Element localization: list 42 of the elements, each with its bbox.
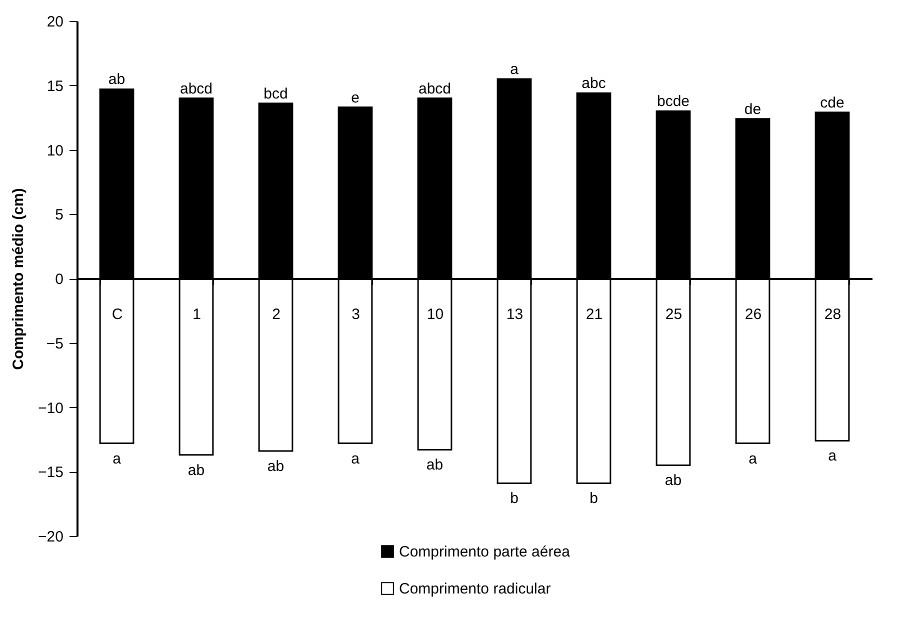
data-label: a <box>351 450 360 468</box>
data-label: ab <box>108 71 126 88</box>
legend-label: Comprimento radicular <box>399 580 551 598</box>
data-label: a <box>828 448 838 465</box>
y-axis-title: Comprimento médio (cm) <box>10 188 28 370</box>
data-label: a <box>748 450 758 468</box>
x-tick-label: 26 <box>744 306 762 323</box>
data-label: bcde <box>656 93 690 110</box>
data-label: ab <box>664 472 682 490</box>
x-tick-label: 2 <box>272 306 280 323</box>
data-label: a <box>112 450 122 468</box>
data-label: bcd <box>264 85 288 102</box>
data-label: a <box>510 60 520 78</box>
data-label: cde <box>820 94 844 112</box>
legend-label: Comprimento parte aérea <box>399 544 571 560</box>
y-tick-label: −5 <box>46 335 64 352</box>
y-tick-label: 0 <box>55 271 64 288</box>
data-label: ab <box>188 462 205 479</box>
x-tick-label: C <box>112 306 123 323</box>
y-tick-label: 15 <box>46 78 64 95</box>
y-tick-label: 5 <box>55 206 64 224</box>
data-label: ab <box>267 458 284 476</box>
data-label: e <box>351 89 360 106</box>
y-tick-label: −15 <box>38 464 64 482</box>
x-tick-label: 10 <box>426 306 444 323</box>
data-label: ab <box>426 456 444 474</box>
x-tick-label: 3 <box>352 306 360 323</box>
y-tick-label: 10 <box>46 142 64 160</box>
y-tick-label: −10 <box>38 400 64 417</box>
data-label: de <box>744 100 762 118</box>
y-tick-label: −20 <box>38 528 64 546</box>
x-tick-label: 25 <box>665 306 682 323</box>
x-tick-label: 28 <box>824 306 842 323</box>
x-tick-label: 1 <box>192 306 201 323</box>
x-tick-label: 21 <box>586 306 603 323</box>
x-tick-label: 13 <box>506 306 524 323</box>
data-label: abcd <box>418 80 452 98</box>
data-label: b <box>590 490 598 508</box>
y-tick-label: 20 <box>46 14 64 30</box>
data-label: abc <box>582 75 606 92</box>
data-label: b <box>510 490 518 508</box>
data-label: abcd <box>180 80 213 98</box>
